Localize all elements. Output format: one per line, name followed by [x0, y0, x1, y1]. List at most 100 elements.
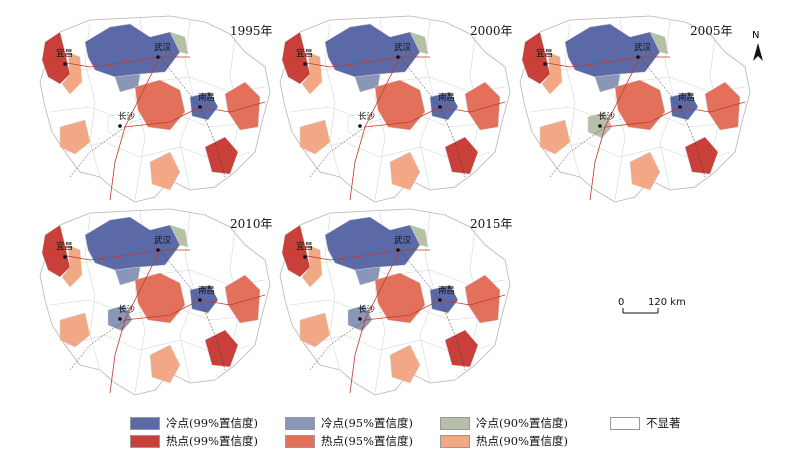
legend-label: 冷点(99%置信度)	[166, 416, 259, 430]
svg-text:长沙: 长沙	[118, 304, 136, 315]
map-panel: 宜昌 武汉 南昌 长沙 2005年	[510, 12, 755, 207]
panel-year: 2005年	[690, 24, 733, 38]
north-arrow-icon	[753, 43, 763, 61]
legend-swatch	[440, 416, 470, 430]
legend-item-cold95: 冷点(95%置信度)	[285, 415, 413, 431]
coldspot-north-edge	[409, 224, 429, 248]
svg-text:长沙: 长沙	[118, 111, 136, 122]
legend-label: 不显著	[646, 416, 681, 430]
hotspot-central	[134, 79, 186, 131]
map-panel: 宜昌 武汉 南昌 长沙 1995年	[30, 12, 275, 207]
hotspot-west-fringe	[301, 244, 323, 288]
hotspot-south	[629, 151, 661, 191]
hotspot-south	[149, 151, 181, 191]
city-nanchang: 南昌	[438, 285, 455, 302]
city-wuhan: 武汉	[634, 42, 652, 59]
legend-item-hot99: 热点(99%置信度)	[130, 433, 258, 449]
highway-lines	[69, 249, 226, 371]
svg-text:南昌: 南昌	[678, 92, 695, 103]
coldspot-nanchang	[429, 284, 459, 314]
hotspot-south	[389, 344, 421, 384]
legend-item-none: 不显著	[610, 415, 681, 431]
legend-label: 热点(90%置信度)	[476, 434, 569, 448]
svg-text:武汉: 武汉	[394, 235, 412, 246]
map-svg: 宜昌 武汉 南昌 长沙	[519, 15, 751, 203]
hotspot-west-fringe	[301, 51, 323, 95]
hotspot-west-fringe	[541, 51, 563, 95]
city-changsha: 长沙	[598, 111, 616, 128]
svg-text:武汉: 武汉	[154, 42, 172, 53]
map-panel: 宜昌 武汉 南昌 长沙 2010年	[30, 205, 275, 400]
scale-end: 120 km	[648, 297, 686, 308]
panel-year: 2015年	[470, 217, 513, 231]
city-wuhan: 武汉	[394, 42, 412, 59]
svg-text:南昌: 南昌	[198, 92, 215, 103]
hotspot-west	[281, 31, 311, 85]
city-yichang: 宜昌	[56, 241, 73, 259]
city-nanchang: 南昌	[198, 92, 215, 109]
hotspot-southeast	[204, 329, 239, 368]
legend-item-cold99: 冷点(99%置信度)	[130, 415, 258, 431]
legend-label: 热点(99%置信度)	[166, 434, 259, 448]
hotspot-southeast	[444, 136, 479, 175]
hotspot-central	[374, 79, 426, 131]
legend-swatch	[610, 416, 640, 430]
svg-text:南昌: 南昌	[198, 285, 215, 296]
hotspot-west	[521, 31, 551, 85]
hotspot-southwest	[299, 119, 331, 155]
legend-swatch	[130, 416, 160, 430]
hotspot-west-fringe	[61, 244, 83, 288]
svg-text:宜昌: 宜昌	[296, 241, 313, 252]
rail-lines	[49, 56, 266, 201]
hotspot-southwest	[299, 312, 331, 348]
svg-text:武汉: 武汉	[154, 235, 172, 246]
city-yichang: 宜昌	[296, 48, 313, 66]
scale-bar	[622, 308, 659, 314]
legend-item-hot95: 热点(95%置信度)	[285, 433, 413, 449]
coldspot-north-edge	[169, 31, 189, 55]
map-svg: 宜昌 武汉 南昌 长沙	[279, 15, 511, 203]
svg-text:武汉: 武汉	[634, 42, 652, 53]
map-svg: 宜昌 武汉 南昌 长沙	[279, 208, 511, 396]
hotspot-southwest	[59, 312, 91, 348]
coldspot-nanchang	[429, 91, 459, 121]
legend-label: 冷点(95%置信度)	[321, 416, 414, 430]
city-nanchang: 南昌	[198, 285, 215, 302]
svg-text:宜昌: 宜昌	[536, 48, 553, 59]
map-panel: 宜昌 武汉 南昌 长沙 2000年	[270, 12, 515, 207]
hotspot-southwest	[539, 119, 571, 155]
north-arrow-label: N	[752, 30, 760, 41]
legend-swatch	[130, 434, 160, 448]
svg-text:南昌: 南昌	[438, 285, 455, 296]
panel-year: 2010年	[230, 217, 273, 231]
map-panel: 宜昌 武汉 南昌 长沙 2015年	[270, 205, 515, 400]
city-yichang: 宜昌	[536, 48, 553, 66]
svg-text:宜昌: 宜昌	[56, 241, 73, 252]
panel-year: 1995年	[230, 24, 273, 38]
svg-text:南昌: 南昌	[438, 92, 455, 103]
city-yichang: 宜昌	[56, 48, 73, 66]
hotspot-southwest	[59, 119, 91, 155]
legend-item-cold90: 冷点(90%置信度)	[440, 415, 568, 431]
legend-swatch	[440, 434, 470, 448]
legend-swatch	[285, 434, 315, 448]
city-changsha: 长沙	[118, 304, 136, 321]
highway-lines	[549, 56, 706, 178]
city-changsha: 长沙	[118, 111, 136, 128]
svg-text:宜昌: 宜昌	[56, 48, 73, 59]
hotspot-central	[374, 272, 426, 324]
svg-text:宜昌: 宜昌	[296, 48, 313, 59]
legend-label: 热点(95%置信度)	[321, 434, 414, 448]
highway-lines	[309, 249, 466, 371]
legend-item-hot90: 热点(90%置信度)	[440, 433, 568, 449]
city-yichang: 宜昌	[296, 241, 313, 259]
city-changsha: 长沙	[358, 111, 376, 128]
coldspot-nanchang	[189, 91, 219, 121]
hotspot-west-fringe	[61, 51, 83, 95]
legend: 冷点(99%置信度) 冷点(95%置信度) 冷点(90%置信度) 不显著热点(99%置…	[130, 415, 770, 451]
city-nanchang: 南昌	[438, 92, 455, 109]
hotspot-southeast	[444, 329, 479, 368]
svg-text:长沙: 长沙	[358, 304, 376, 315]
city-changsha: 长沙	[358, 304, 376, 321]
scale-start: 0	[618, 297, 625, 308]
